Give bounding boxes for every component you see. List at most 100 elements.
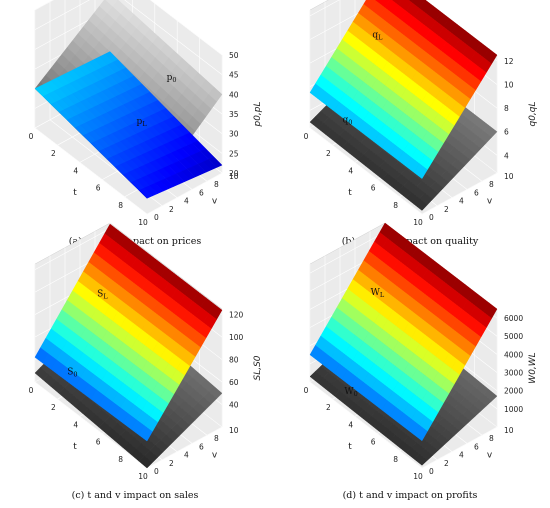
y-axis-label: v bbox=[212, 451, 218, 461]
x-tick-label: 6 bbox=[96, 438, 101, 447]
subplot-caption: (b) t and v impact on quality bbox=[342, 236, 479, 247]
surface-SL bbox=[34, 223, 223, 442]
z-axis-label: SL,S0 bbox=[253, 355, 263, 380]
y-tick-label: 8 bbox=[489, 180, 494, 189]
surface-pL bbox=[34, 51, 223, 199]
y-tick-label: 0 bbox=[154, 213, 159, 222]
x-tick-label: 0 bbox=[29, 386, 34, 395]
z-axis-label: q0,qL bbox=[528, 101, 538, 126]
y-tick-label: 6 bbox=[474, 442, 479, 451]
y-tick-label: 6 bbox=[199, 188, 204, 197]
y-tick-label: 8 bbox=[489, 434, 494, 443]
subplot-2: qL q0 0 2 4 6 8 10 0 2 4 6 8 10 4 6 8 10 12 t v q0,qL (b) t an… bbox=[304, 0, 538, 247]
x-tick-label: 6 bbox=[96, 184, 101, 193]
z-tick-label: 45 bbox=[229, 71, 239, 80]
y-tick-label: 2 bbox=[444, 205, 449, 214]
z-grid bbox=[34, 0, 223, 56]
z-tick-label: 8 bbox=[504, 104, 509, 113]
x-tick-label: 6 bbox=[371, 184, 376, 193]
subplot-3: SLS002468100246810406080100120tvSL,S0(c)… bbox=[29, 222, 263, 501]
z-tick-label: 30 bbox=[229, 130, 239, 139]
floor-grid-v bbox=[34, 381, 148, 469]
y-tick-label: 8 bbox=[214, 180, 219, 189]
y-tick-label: 6 bbox=[199, 442, 204, 451]
series-label-pL: pL bbox=[137, 117, 148, 128]
z-tick-label: 20 bbox=[229, 169, 239, 178]
series-label-S0: S0 bbox=[67, 368, 77, 379]
y-axis-label: v bbox=[212, 197, 218, 207]
z-tick-label: 4000 bbox=[504, 350, 523, 359]
surface-patch bbox=[138, 455, 153, 469]
x-tick-label: 10 bbox=[138, 218, 148, 227]
y-tick-label: 0 bbox=[429, 467, 434, 476]
series-label-q0: q0 bbox=[342, 115, 352, 126]
floor-grid-t bbox=[146, 426, 223, 469]
series-label-W0: W0 bbox=[344, 387, 357, 398]
floor-grid-t bbox=[146, 172, 223, 215]
z-tick-label: 50 bbox=[229, 51, 239, 60]
surface-patch bbox=[138, 425, 153, 442]
x-tick-label: 4 bbox=[348, 420, 353, 429]
y-tick-label: 8 bbox=[214, 434, 219, 443]
z-tick-label: 6 bbox=[504, 128, 509, 137]
x-tick-label: 10 bbox=[413, 472, 423, 481]
x-tick-label: 4 bbox=[73, 420, 78, 429]
z-tick-label: 120 bbox=[229, 311, 244, 320]
surface-qL bbox=[309, 0, 498, 179]
surface-patch bbox=[413, 198, 428, 211]
z-tick-label: 40 bbox=[229, 90, 239, 99]
z-tick-label: 25 bbox=[229, 149, 239, 158]
x-axis-label: t bbox=[348, 188, 352, 198]
z-tick-label: 40 bbox=[229, 401, 239, 410]
z-tick-label: 100 bbox=[229, 333, 244, 342]
z-tick-label: 2000 bbox=[504, 387, 523, 396]
subplot-caption: (c) t and v impact on sales bbox=[72, 490, 199, 501]
x-tick-label: 8 bbox=[393, 201, 398, 210]
y-tick-label: 10 bbox=[504, 426, 514, 435]
x-tick-label: 10 bbox=[413, 218, 423, 227]
series-label-qL: qL bbox=[372, 31, 383, 42]
y-tick-label: 10 bbox=[229, 172, 239, 181]
y-tick-label: 0 bbox=[429, 213, 434, 222]
y-tick-label: 2 bbox=[169, 459, 174, 468]
z-axis-label: p0,pL bbox=[253, 101, 263, 127]
subplot-4: WL W0 0 2 4 6 8 10 0 2 4 6 8 10 1000 2000 3000 4000 5000 60… bbox=[304, 222, 538, 501]
y-tick-label: 0 bbox=[154, 467, 159, 476]
x-tick-label: 2 bbox=[326, 149, 331, 158]
y-tick-label: 4 bbox=[184, 197, 189, 206]
x-axis-label: t bbox=[73, 188, 77, 198]
floor-grid-v bbox=[34, 127, 148, 215]
floor-grid-v bbox=[309, 127, 423, 215]
surface-patch bbox=[413, 163, 428, 179]
x-tick-label: 2 bbox=[51, 403, 56, 412]
y-tick-label: 4 bbox=[459, 197, 464, 206]
z-axis-label: W0,WL bbox=[528, 352, 538, 383]
series-label-WL: WL bbox=[371, 288, 385, 299]
surface-patch bbox=[413, 453, 428, 466]
x-tick-label: 2 bbox=[326, 403, 331, 412]
x-tick-label: 8 bbox=[118, 201, 123, 210]
z-tick-label: 3000 bbox=[504, 369, 523, 378]
y-axis-label: v bbox=[487, 451, 493, 461]
x-tick-label: 4 bbox=[348, 166, 353, 175]
x-axis-label: t bbox=[348, 442, 352, 452]
floor-grid-v bbox=[309, 381, 423, 469]
x-tick-label: 4 bbox=[73, 166, 78, 175]
y-tick-label: 2 bbox=[169, 205, 174, 214]
z-tick-label: 60 bbox=[229, 378, 239, 387]
z-tick-label: 4 bbox=[504, 151, 509, 160]
floor-grid-t bbox=[421, 172, 498, 215]
x-tick-label: 0 bbox=[29, 132, 34, 141]
x-tick-label: 0 bbox=[304, 386, 309, 395]
x-tick-label: 0 bbox=[304, 132, 309, 141]
x-tick-label: 10 bbox=[138, 472, 148, 481]
subplot-caption: (a) t and v impact on prices bbox=[69, 236, 202, 247]
x-tick-label: 8 bbox=[118, 455, 123, 464]
y-tick-label: 4 bbox=[184, 451, 189, 460]
z-tick-label: 12 bbox=[504, 57, 514, 66]
x-tick-label: 8 bbox=[393, 455, 398, 464]
y-tick-label: 6 bbox=[474, 188, 479, 197]
series-label-p0: p0 bbox=[167, 73, 177, 84]
z-tick-label: 5000 bbox=[504, 332, 523, 341]
